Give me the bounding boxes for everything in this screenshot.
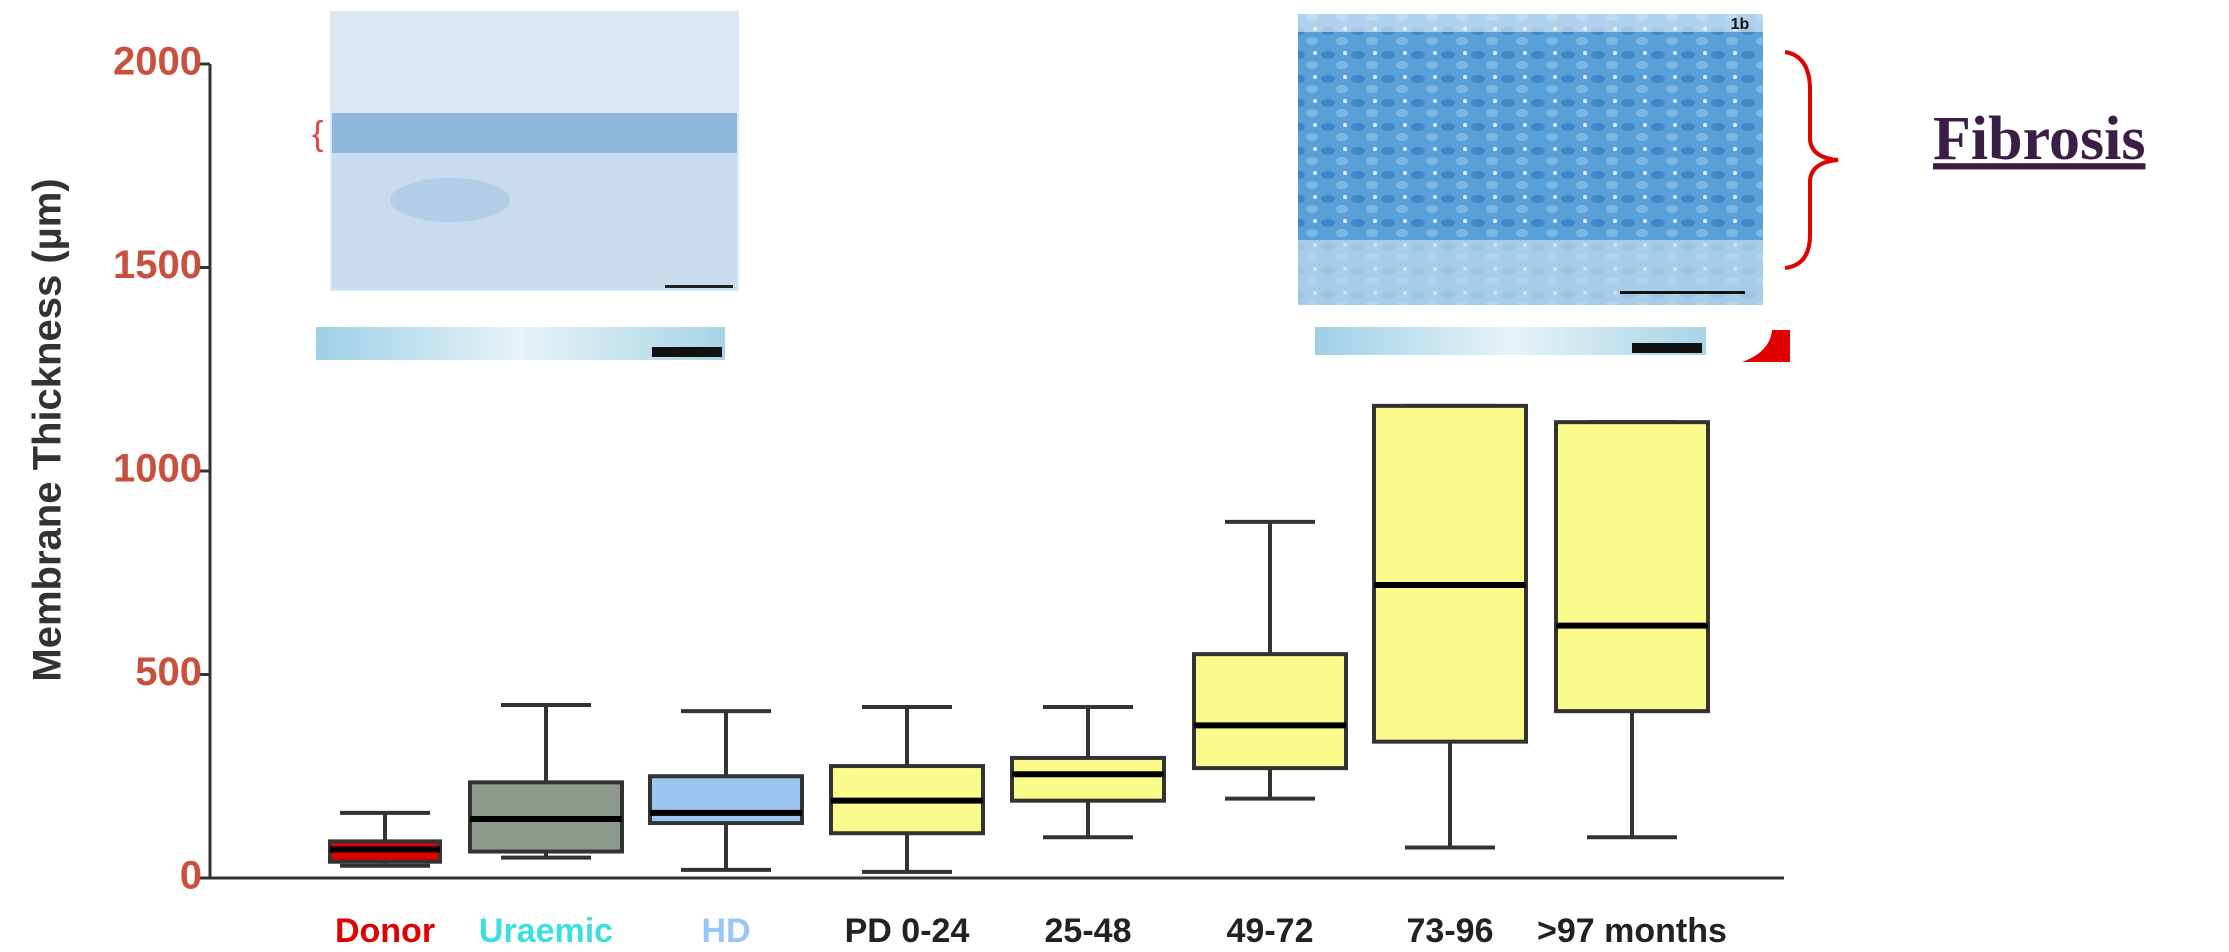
x-tick-label: PD 0-24 bbox=[845, 912, 970, 950]
micrograph: { bbox=[312, 11, 739, 360]
page: {"chart_data": {"type": "box", "y_label"… bbox=[0, 0, 2229, 952]
box bbox=[1012, 758, 1164, 801]
x-tick-label: 49-72 bbox=[1227, 912, 1314, 950]
x-tick-label: 73-96 bbox=[1407, 912, 1494, 950]
x-tick-label: HD bbox=[701, 912, 750, 950]
svg-text:{: { bbox=[312, 115, 323, 153]
y-tick-label: 2000 bbox=[113, 40, 202, 84]
x-tick-label: Uraemic bbox=[479, 912, 613, 950]
box bbox=[1194, 654, 1346, 768]
chart: { 1b Fibrosis Membrane Thickness (µm) 0 5… bbox=[0, 0, 2229, 952]
x-tick-label: >97 months bbox=[1537, 912, 1727, 950]
x-tick-label: 25-48 bbox=[1045, 912, 1132, 950]
box bbox=[650, 776, 802, 823]
box bbox=[1374, 406, 1526, 742]
annotation: Fibrosis bbox=[1933, 105, 2145, 173]
y-tick-label: 1000 bbox=[113, 447, 202, 491]
micrograph bbox=[1298, 14, 1838, 362]
box bbox=[1556, 422, 1708, 711]
x-tick-label: Donor bbox=[335, 912, 435, 950]
y-tick-label: 500 bbox=[135, 650, 202, 694]
y-tick-label: 0 bbox=[180, 854, 202, 898]
image-label: 1b bbox=[1731, 16, 1750, 33]
y-axis-label: Membrane Thickness (µm) bbox=[26, 178, 70, 681]
y-tick-label: 1500 bbox=[113, 243, 202, 287]
